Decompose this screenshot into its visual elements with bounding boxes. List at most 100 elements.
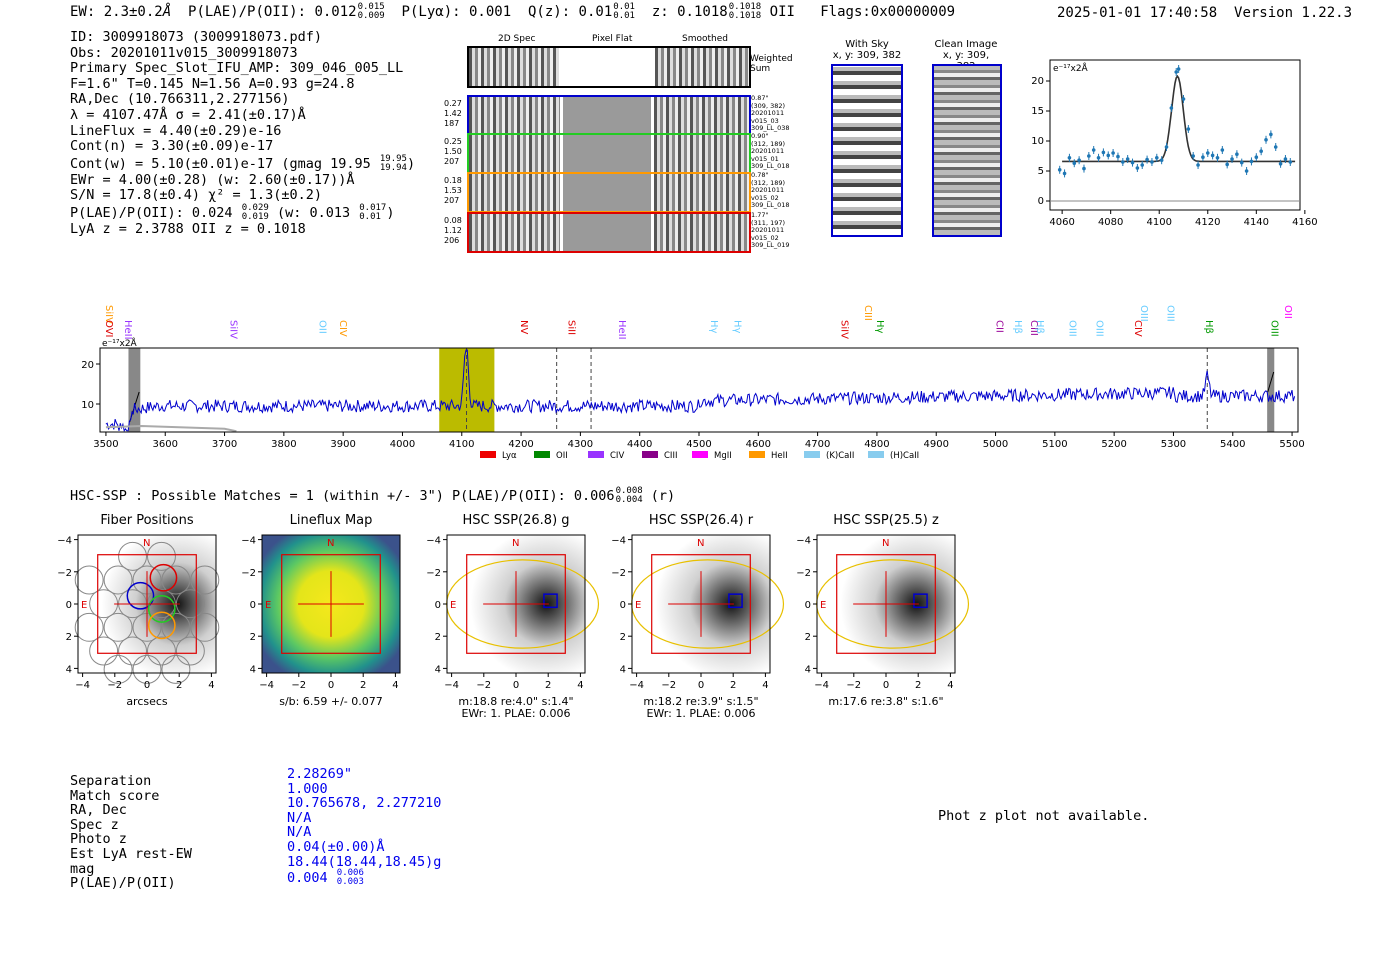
- match-value-photoz: N/A: [287, 824, 312, 841]
- cutout-stat: 207: [444, 157, 460, 166]
- hsc-xtick-label: −4: [814, 680, 829, 691]
- fiber-circle: [103, 654, 133, 684]
- emission-line-label-top: OII: [1282, 305, 1293, 319]
- spec-xtick-label: 4000: [390, 439, 415, 450]
- emission-line-label-bottom: OII: [316, 320, 327, 334]
- zoom-data-point: [1169, 106, 1174, 110]
- cutout-flat-image: [560, 174, 652, 211]
- hsc-panel-frame: [631, 534, 771, 674]
- hsc-plae-lo: 0.004: [615, 495, 643, 505]
- hsc-panel-caption: m:18.2 re:3.9" s:1.5" EWr: 1. PLAE: 0.006: [612, 696, 790, 720]
- zoom-data-point: [1235, 152, 1239, 156]
- match-label-mag: mag: [70, 860, 95, 877]
- hsc-panel-frame: [261, 534, 401, 674]
- match-labels: Separation Match score RA, Dec Spec z Ph…: [70, 774, 192, 891]
- header-plae: P(LAE)/P(OII): 0.012: [188, 4, 357, 20]
- weighted-sum-label: Weighted Sum: [750, 54, 793, 74]
- col-label-2dspec: 2D Spec: [498, 34, 536, 44]
- fiber-circle: [74, 612, 104, 642]
- spec-ytick-label: 20: [81, 360, 94, 371]
- zoom-ytick-label: 15: [1031, 106, 1044, 117]
- legend-label: CIII: [664, 451, 677, 461]
- cutout-smooth-image: [651, 97, 749, 134]
- zoom-data-point: [1087, 154, 1091, 158]
- hsc-panel-title: HSC SSP(25.5) z: [833, 513, 939, 528]
- spec-xtick-label: 4600: [746, 439, 771, 450]
- cutout-2dspec-image: [469, 135, 560, 172]
- zoom-data-point: [1096, 156, 1101, 160]
- header-plae-lo: 0.009: [357, 11, 385, 21]
- zoom-data-point: [1145, 157, 1149, 162]
- zoom-data-point: [1205, 151, 1210, 155]
- zoom-data-point: [1150, 160, 1154, 164]
- weighted-2dspec-image: [469, 48, 559, 86]
- hsc-xtick-label: 0: [698, 680, 704, 691]
- spectrum-trace: [105, 349, 1296, 433]
- header-qz-lo: 0.01: [613, 11, 635, 21]
- zoom-data-point: [1176, 67, 1181, 71]
- hsc-xtick-label: 4: [208, 680, 214, 691]
- legend-swatch: [480, 451, 496, 458]
- cutout-row-1: [467, 133, 751, 174]
- header-z-lo: 0.1018: [728, 11, 762, 21]
- spec-xtick-label: 3700: [212, 439, 237, 450]
- hsc-panel-title: HSC SSP(26.4) r: [648, 513, 754, 528]
- emission-line-label-top: OIII: [1165, 305, 1176, 322]
- zoom-data-point: [1116, 154, 1120, 159]
- weighted-smooth-image: [655, 48, 749, 86]
- zoom-data-point: [1254, 155, 1259, 159]
- cutout-info-line: 1.77": [751, 211, 769, 219]
- info-sn: S/N = 17.8(±0.4) χ² = 1.3(±0.2): [70, 187, 322, 204]
- match-value-separation: 2.28269": [287, 766, 353, 782]
- cutout-flat-image: [560, 97, 652, 134]
- match-box: [728, 593, 743, 609]
- spec-xtick-label: 4400: [627, 439, 652, 450]
- legend-swatch: [642, 451, 658, 458]
- info-contw-close: ): [406, 155, 416, 172]
- legend-label: MgII: [714, 451, 732, 461]
- hsc-summary-text: HSC-SSP : Possible Matches = 1 (within +…: [70, 488, 615, 504]
- hsc-xtick-label: 2: [176, 680, 182, 691]
- emission-line-label-bottom: HeII: [616, 320, 627, 340]
- fiber-circle: [161, 654, 191, 684]
- spec-xtick-label: 4900: [924, 439, 949, 450]
- col-label-pixelflat: Pixel Flat: [592, 34, 633, 44]
- hsc-ytick-label: 0: [66, 600, 72, 611]
- info-contw: Cont(w) = 5.10(±0.01)e-17 (gmag 19.95: [70, 155, 371, 172]
- hsc-ytick-label: −4: [241, 536, 256, 547]
- emission-line-label-bottom: CII: [994, 320, 1005, 333]
- emission-line-label-top: OIII: [1138, 305, 1149, 322]
- hsc-plae-hi: 0.008: [615, 486, 643, 496]
- spec-xtick-label: 5500: [1279, 439, 1304, 450]
- info-contw-hi: 19.95: [379, 153, 407, 164]
- cutout-info-line: v015_02: [751, 193, 779, 202]
- match-label-score: Match score: [70, 787, 160, 804]
- emission-line-label-bottom: OVI: [103, 320, 114, 338]
- zoom-ytick-label: 20: [1031, 76, 1044, 87]
- hsc-xtick-label: 4: [577, 680, 583, 691]
- hsc-panel-title: Lineflux Map: [289, 513, 373, 528]
- cutout-row-stats: 0.18 1.53 207: [444, 176, 462, 206]
- hsc-ytick-label: −4: [57, 536, 72, 547]
- cutout-info-line: 0.90": [751, 132, 769, 140]
- search-box: [466, 554, 566, 654]
- legend-swatch: [749, 451, 765, 458]
- north-label: N: [697, 538, 704, 549]
- spec-xtick-label: 5300: [1161, 439, 1186, 450]
- fiber-circle-highlight: [149, 563, 178, 592]
- weighted-flat-image: [559, 48, 655, 86]
- match-plae-lo: 0.003: [336, 877, 364, 888]
- cutout-smooth-image: [651, 174, 749, 211]
- emission-line-label-bottom: Hγ: [874, 320, 885, 334]
- zoom-data-point: [1130, 160, 1135, 165]
- zoom-ytick-label: 0: [1038, 196, 1044, 207]
- info-obs: Obs: 20201011v015_3009918073: [70, 44, 298, 61]
- hsc-ytick-label: −2: [426, 568, 441, 579]
- match-plae-hi: 0.006: [336, 868, 364, 879]
- info-lineflux: LineFlux = 4.40(±0.29)e-16: [70, 122, 282, 139]
- fiber-circle: [89, 636, 119, 666]
- zoom-data-point: [1154, 156, 1159, 160]
- hsc-caption-line1: m:18.8 re:4.0" s:1.4": [458, 695, 574, 708]
- legend-label: HeII: [771, 451, 788, 461]
